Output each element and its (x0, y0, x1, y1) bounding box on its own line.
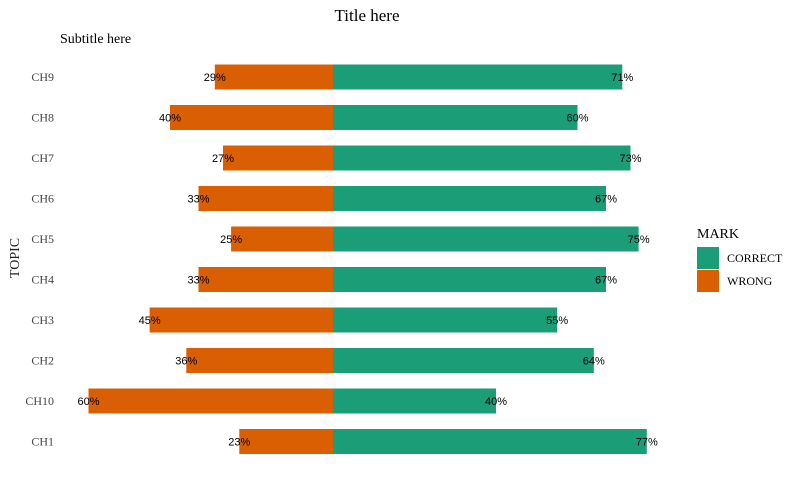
bar-wrong (186, 348, 333, 373)
category-label: CH10 (25, 394, 54, 408)
category-label: CH2 (31, 354, 54, 368)
bar-correct (333, 429, 647, 454)
legend-label-wrong: WRONG (727, 274, 773, 288)
bar-wrong (149, 307, 333, 333)
data-label-correct: 71% (611, 72, 633, 84)
bar-correct (333, 145, 631, 171)
bars-layer: CH9 71% 29% CH8 60% 40% CH7 73% 27% CH6 67% 33% CH5 7… (25, 64, 658, 454)
legend: MARK CORRECT WRONG (697, 227, 783, 292)
bar-wrong (231, 226, 333, 252)
category-label: CH9 (31, 70, 54, 84)
bar-wrong (214, 64, 333, 90)
data-label-correct: 75% (628, 234, 650, 246)
data-label-wrong: 25% (220, 234, 242, 246)
category-label: CH6 (31, 192, 54, 206)
legend-swatch-correct (697, 247, 719, 269)
bar-wrong (88, 388, 333, 414)
chart-subtitle: Subtitle here (60, 32, 131, 47)
bar-correct (333, 105, 578, 130)
data-label-correct: 55% (546, 315, 568, 327)
data-label-correct: 64% (583, 356, 605, 368)
legend-items: CORRECT WRONG (697, 247, 783, 292)
bar-correct (333, 186, 606, 211)
bar-correct (333, 307, 558, 333)
bar-wrong (170, 105, 333, 130)
data-label-correct: 60% (566, 113, 588, 125)
bar-wrong (239, 429, 333, 454)
category-label: CH7 (31, 151, 54, 165)
data-label-wrong: 45% (139, 315, 161, 327)
bar-wrong (198, 267, 333, 292)
data-label-correct: 67% (595, 275, 617, 287)
data-label-wrong: 27% (212, 153, 234, 165)
data-label-correct: 67% (595, 194, 617, 206)
data-label-correct: 40% (485, 396, 507, 408)
data-label-wrong: 33% (187, 194, 209, 206)
data-label-wrong: 23% (228, 437, 250, 449)
bar-correct (333, 388, 496, 414)
bar-wrong (223, 145, 333, 171)
category-label: CH4 (31, 273, 54, 287)
category-label: CH3 (31, 313, 54, 327)
data-label-correct: 77% (636, 437, 658, 449)
category-label: CH8 (31, 111, 54, 125)
bar-correct (333, 348, 594, 373)
bar-wrong (198, 186, 333, 211)
legend-swatch-wrong (697, 270, 719, 292)
legend-label-correct: CORRECT (727, 251, 783, 265)
data-label-wrong: 40% (159, 113, 181, 125)
bar-correct (333, 226, 639, 252)
category-label: CH1 (31, 435, 54, 449)
bar-correct (333, 64, 623, 90)
y-axis-label: TOPIC (8, 238, 23, 278)
bar-correct (333, 267, 606, 292)
data-label-wrong: 33% (187, 275, 209, 287)
category-label: CH5 (31, 232, 54, 246)
data-label-correct: 73% (619, 153, 641, 165)
data-label-wrong: 36% (175, 356, 197, 368)
data-label-wrong: 29% (204, 72, 226, 84)
chart-title: Title here (334, 6, 399, 25)
legend-title: MARK (697, 227, 739, 242)
data-label-wrong: 60% (77, 396, 99, 408)
